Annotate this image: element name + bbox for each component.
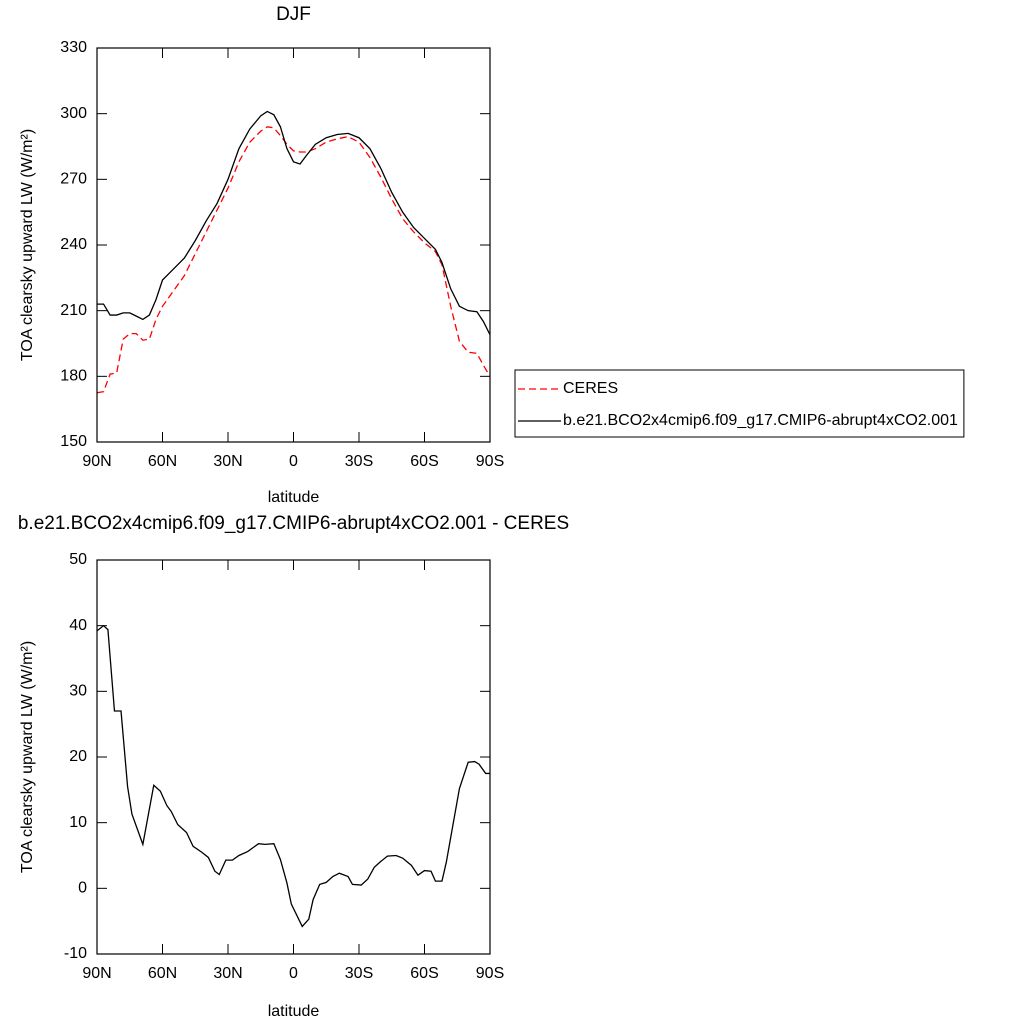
- x-tick-label: 0: [289, 453, 298, 470]
- y-tick-label: 270: [60, 171, 87, 188]
- y-tick-label: 30: [69, 683, 87, 700]
- data-line: [96, 624, 490, 928]
- y-tick-label: 330: [60, 39, 87, 56]
- x-tick-label: 30N: [213, 453, 242, 470]
- y-tick-label: 50: [69, 551, 87, 568]
- legend-label: b.e21.BCO2x4cmip6.f09_g17.CMIP6-abrupt4x…: [563, 412, 958, 429]
- x-axis-label: latitude: [268, 489, 320, 506]
- legend-label: CERES: [563, 380, 618, 397]
- y-axis-label: TOA clearsky upward LW (W/m²): [19, 129, 36, 361]
- y-tick-label: 150: [60, 433, 87, 450]
- x-tick-label: 30N: [213, 965, 242, 982]
- x-tick-label: 90N: [82, 965, 111, 982]
- x-tick-label: 0: [289, 965, 298, 982]
- legend-box: [514, 369, 965, 438]
- y-tick-label: 210: [60, 302, 87, 319]
- plot-frame: [96, 47, 491, 443]
- y-tick-label: -10: [64, 945, 87, 962]
- x-tick-label: 30S: [345, 453, 373, 470]
- y-axis-label: TOA clearsky upward LW (W/m²): [19, 641, 36, 873]
- plot-frame: [96, 559, 491, 955]
- y-tick-label: 300: [60, 105, 87, 122]
- chart-title: b.e21.BCO2x4cmip6.f09_g17.CMIP6-abrupt4x…: [18, 513, 569, 534]
- y-tick-label: 240: [60, 236, 87, 253]
- y-tick-label: 10: [69, 814, 87, 831]
- x-tick-label: 60N: [148, 965, 177, 982]
- data-line: [97, 110, 491, 336]
- x-tick-label: 30S: [345, 965, 373, 982]
- x-tick-label: 60S: [410, 453, 438, 470]
- chart-title: DJF: [276, 4, 311, 25]
- x-tick-label: 90S: [476, 965, 504, 982]
- legend: CERES b.e21.BCO2x4cmip6.f09_g17.CMIP6-abr…: [514, 369, 965, 438]
- x-tick-label: 90S: [476, 453, 504, 470]
- y-tick-label: 40: [69, 617, 87, 634]
- data-line: [96, 126, 491, 394]
- y-tick-label: 0: [78, 880, 87, 897]
- x-axis-label: latitude: [268, 1003, 320, 1020]
- x-tick-label: 90N: [82, 453, 111, 470]
- x-tick-label: 60N: [148, 453, 177, 470]
- y-tick-label: 20: [69, 748, 87, 765]
- x-tick-label: 60S: [410, 965, 438, 982]
- y-tick-label: 180: [60, 368, 87, 385]
